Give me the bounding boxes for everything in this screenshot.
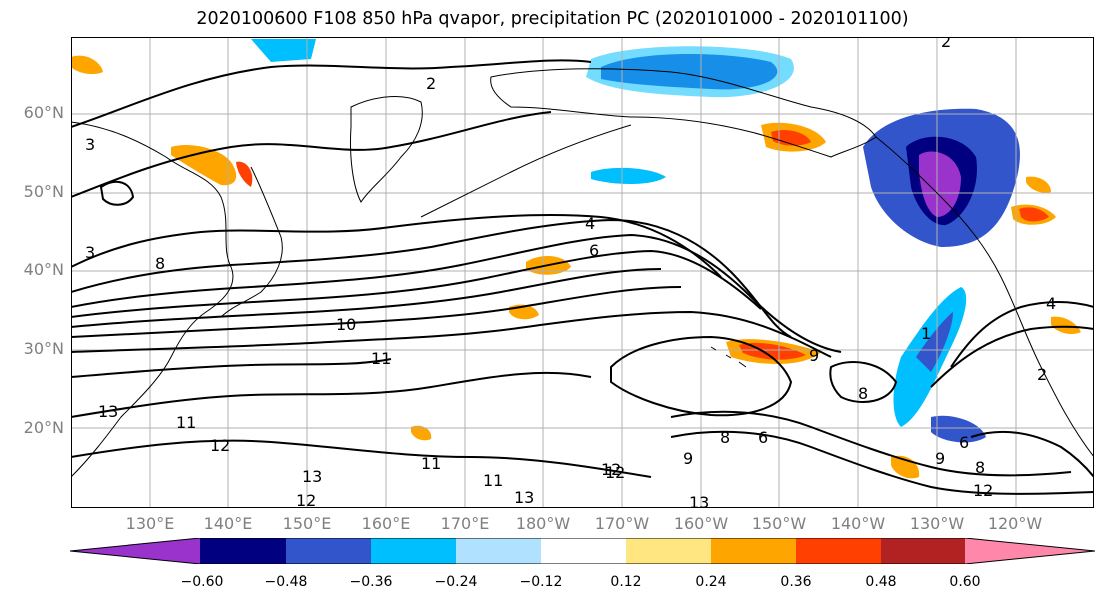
contour-label: 3 xyxy=(85,135,95,154)
colorbar-segment-7 xyxy=(711,538,796,564)
map-frame xyxy=(71,37,1094,508)
colorbar-tick: −0.36 xyxy=(349,574,393,590)
contour-label: 10 xyxy=(336,315,356,334)
contour-label: 11 xyxy=(483,471,503,490)
colorbar-segment-0 xyxy=(70,538,200,564)
negative-precip-north-outer xyxy=(586,46,794,98)
colorbar xyxy=(70,538,1095,564)
contour-label: 12 xyxy=(210,436,230,455)
negative-precip-max xyxy=(919,151,961,217)
longitude-label-170w: 170°W xyxy=(594,514,650,533)
contour-label: 2 xyxy=(1037,365,1047,384)
colorbar-tick: 0.48 xyxy=(865,574,897,590)
contour-label: 13 xyxy=(514,488,534,507)
colorbar-segment-2 xyxy=(286,538,371,564)
negative-precip-central xyxy=(591,167,666,184)
contour-label: 11 xyxy=(421,454,441,473)
contour-label: 8 xyxy=(155,254,165,273)
longitude-label-130e: 130°E xyxy=(125,514,175,533)
contour-label: 9 xyxy=(809,346,819,365)
colorbar-tick: −0.12 xyxy=(519,574,563,590)
coastline-japan xyxy=(220,166,283,318)
contour-label: 13 xyxy=(98,402,118,421)
contour-label: 8 xyxy=(720,428,730,447)
coastline-na xyxy=(875,136,1094,458)
colorbar-tick: −0.60 xyxy=(180,574,224,590)
contour-label: 6 xyxy=(758,428,768,447)
latitude-label-60n: 60°N xyxy=(23,103,64,122)
colorbar-segment-8 xyxy=(796,538,881,564)
latitude-label-20n: 20°N xyxy=(23,418,64,437)
colorbar-tick: 0.24 xyxy=(695,574,727,590)
longitude-label-120w: 120°W xyxy=(987,514,1043,533)
longitude-label-130w: 130°W xyxy=(909,514,965,533)
contour-label: 9 xyxy=(683,449,693,468)
positive-precip-tropical-2 xyxy=(411,425,432,441)
colorbar-segment-9 xyxy=(881,538,965,564)
graticule xyxy=(71,37,1094,508)
contour-label: 12 xyxy=(296,491,316,508)
colorbar-tick: −0.48 xyxy=(264,574,308,590)
contour-labels: 2 2 3 3 4 6 8 10 11 11 12 12 13 13 13 11… xyxy=(85,37,1056,508)
qvapor-contours xyxy=(71,59,1094,495)
longitude-label-150w: 150°W xyxy=(751,514,807,533)
colorbar-segment-6 xyxy=(626,538,711,564)
contour-label: 6 xyxy=(589,241,599,260)
coastline-hawaii xyxy=(710,346,747,368)
contour-label: 12 xyxy=(973,481,993,500)
latitude-label-50n: 50°N xyxy=(23,182,64,201)
longitude-label-180w: 180°W xyxy=(515,514,571,533)
precipitation-shading xyxy=(71,39,1081,479)
colorbar-segment-3 xyxy=(371,538,456,564)
positive-precip-japan xyxy=(171,144,237,186)
longitude-label-140w: 140°W xyxy=(830,514,886,533)
colorbar-segment-4 xyxy=(456,538,541,564)
longitude-label-140e: 140°E xyxy=(203,514,253,533)
negative-precip-subtropic-inner xyxy=(916,312,953,372)
latitude-label-30n: 30°N xyxy=(23,339,64,358)
positive-precip-west xyxy=(71,55,103,75)
contour-label: 4 xyxy=(585,214,595,233)
contour-label: 9 xyxy=(935,449,945,468)
contour-label: 11 xyxy=(176,413,196,432)
positive-precip-coast-2 xyxy=(1026,176,1051,193)
contour-label: 8 xyxy=(858,384,868,403)
contour-label: 6 xyxy=(959,433,969,452)
contour-label: 2 xyxy=(941,37,951,51)
contour-label: 4 xyxy=(1046,294,1056,313)
longitude-label-150e: 150°E xyxy=(282,514,332,533)
negative-precip-nw xyxy=(251,39,316,62)
colorbar-segment-1 xyxy=(200,538,286,564)
contour-label: 13 xyxy=(302,467,322,486)
coastline-alaska xyxy=(490,68,877,158)
latitude-label-40n: 40°N xyxy=(23,260,64,279)
positive-precip-se xyxy=(1051,316,1081,335)
map-title: 2020100600 F108 850 hPa qvapor, precipit… xyxy=(196,9,909,29)
contour-label: 13 xyxy=(689,493,709,508)
colorbar-segment-5 xyxy=(541,538,626,564)
contour-label: 12 xyxy=(601,460,621,479)
coastline-aleutians xyxy=(420,124,632,218)
coastline-asia xyxy=(71,121,234,478)
contour-label: 3 xyxy=(85,243,95,262)
coastline-kamchatka xyxy=(350,96,423,203)
contour-label: 8 xyxy=(975,458,985,477)
positive-precip-japan-core xyxy=(236,161,253,187)
contour-label: 2 xyxy=(426,74,436,93)
contour-label: 1 xyxy=(921,324,931,343)
colorbar-tick: 0.60 xyxy=(949,574,981,590)
longitude-label-160w: 160°W xyxy=(673,514,729,533)
positive-precip-coast-core xyxy=(1019,207,1049,222)
longitude-label-170e: 170°E xyxy=(440,514,490,533)
contour-label: 11 xyxy=(371,349,391,368)
colorbar-tick: 0.12 xyxy=(610,574,642,590)
colorbar-tick: 0.36 xyxy=(780,574,812,590)
positive-precip-gulf-core xyxy=(771,130,811,146)
colorbar-tick: −0.24 xyxy=(434,574,478,590)
colorbar-segment-10 xyxy=(965,538,1095,564)
map-canvas: 2 2 3 3 4 6 8 10 11 11 12 12 13 13 13 11… xyxy=(71,37,1094,508)
longitude-label-160e: 160°E xyxy=(361,514,411,533)
contour-label: 12 xyxy=(605,463,625,482)
